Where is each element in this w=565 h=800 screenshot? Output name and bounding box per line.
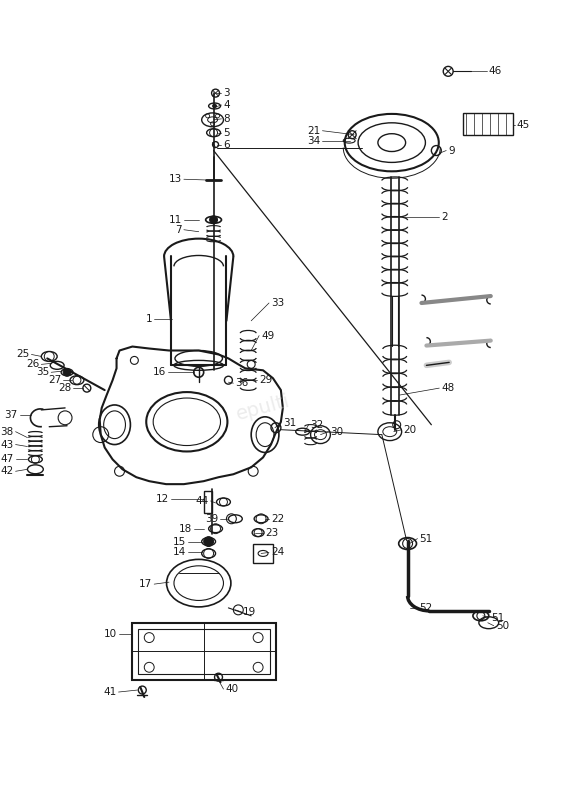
Text: 13: 13 — [168, 174, 182, 184]
Text: 17: 17 — [139, 579, 152, 589]
Text: 8: 8 — [224, 114, 230, 124]
Text: 20: 20 — [403, 425, 417, 434]
Text: 40: 40 — [225, 684, 238, 694]
Text: 34: 34 — [307, 136, 320, 146]
Text: 6: 6 — [224, 139, 230, 150]
Text: 48: 48 — [441, 383, 454, 393]
Circle shape — [63, 368, 71, 376]
Bar — [253, 543, 273, 563]
Text: 21: 21 — [307, 126, 320, 136]
Text: 2: 2 — [441, 212, 448, 222]
Text: 51: 51 — [419, 534, 433, 543]
Text: 49: 49 — [261, 330, 275, 341]
Text: 29: 29 — [259, 375, 272, 386]
Text: 30: 30 — [331, 426, 344, 437]
Text: 39: 39 — [205, 514, 219, 524]
Text: 4: 4 — [224, 100, 230, 110]
Text: epulti: epulti — [234, 391, 292, 424]
Bar — [138, 629, 270, 674]
Text: 51: 51 — [491, 613, 504, 622]
Text: 35: 35 — [36, 367, 49, 378]
Text: 12: 12 — [156, 494, 169, 504]
Text: 16: 16 — [153, 367, 166, 378]
Text: 24: 24 — [271, 547, 284, 558]
Text: 46: 46 — [489, 66, 502, 76]
Circle shape — [203, 537, 214, 546]
Text: 42: 42 — [1, 466, 14, 476]
Circle shape — [212, 104, 216, 108]
Text: 45: 45 — [516, 120, 530, 130]
Text: 50: 50 — [496, 621, 509, 630]
Text: 18: 18 — [179, 524, 192, 534]
Text: 19: 19 — [244, 607, 257, 617]
Text: 3: 3 — [224, 88, 230, 98]
Text: 1: 1 — [146, 314, 152, 324]
Circle shape — [210, 216, 218, 224]
Text: 15: 15 — [172, 537, 186, 546]
Text: 22: 22 — [271, 514, 284, 524]
Text: 5: 5 — [224, 128, 230, 138]
Text: 25: 25 — [16, 350, 29, 359]
Text: 43: 43 — [1, 439, 14, 450]
Text: 10: 10 — [103, 629, 116, 638]
Text: 11: 11 — [168, 215, 182, 225]
Bar — [132, 622, 276, 680]
Text: 44: 44 — [195, 496, 208, 506]
Text: 28: 28 — [58, 383, 71, 393]
Text: 47: 47 — [1, 454, 14, 464]
Text: 23: 23 — [265, 528, 279, 538]
Text: 41: 41 — [103, 687, 116, 697]
Text: 27: 27 — [48, 375, 61, 386]
Text: 38: 38 — [1, 426, 14, 437]
Bar — [203, 491, 211, 513]
Text: 14: 14 — [172, 547, 186, 558]
Text: 32: 32 — [311, 420, 324, 430]
Text: 36: 36 — [236, 378, 249, 388]
Text: 7: 7 — [175, 225, 182, 234]
Text: 52: 52 — [419, 603, 433, 613]
Text: 31: 31 — [283, 418, 296, 428]
Text: 33: 33 — [271, 298, 284, 308]
Text: 9: 9 — [448, 146, 455, 155]
Bar — [463, 113, 512, 134]
Text: 26: 26 — [26, 359, 40, 370]
Text: 37: 37 — [5, 410, 18, 420]
